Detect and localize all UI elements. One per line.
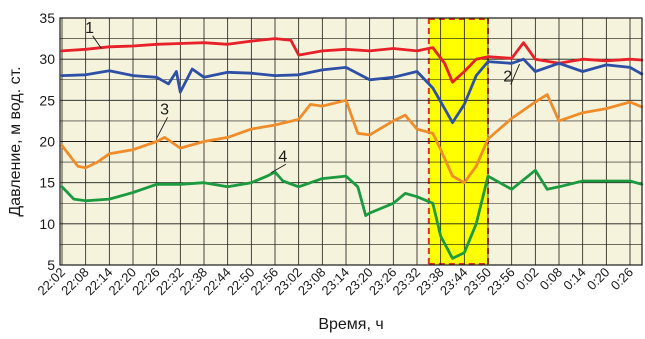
x-tick-label: 0:02 <box>513 265 542 294</box>
x-tick-label: 0:14 <box>560 265 589 294</box>
y-tick-label: 35 <box>39 10 55 26</box>
series-line-3 <box>60 93 644 185</box>
plot-frame <box>59 17 643 266</box>
series-label-leader <box>156 117 168 139</box>
y-tick-label: 5 <box>47 257 55 273</box>
y-tick-label: 25 <box>39 92 55 108</box>
y-tick-label: 15 <box>39 175 55 191</box>
series-label: 1 <box>85 20 94 37</box>
x-tick-label: 0:26 <box>608 265 637 294</box>
series-line-1 <box>60 37 644 84</box>
y-tick-labels: 5 10 15 20 25 30 35 <box>39 10 55 273</box>
x-tick-label: 0:08 <box>537 265 566 294</box>
grid-layer <box>60 17 642 266</box>
y-tick-label: 30 <box>39 51 55 67</box>
x-tick-label: 0:20 <box>584 265 613 294</box>
series-label: 3 <box>160 101 169 118</box>
series-label-leader <box>92 35 102 49</box>
series-label: 2 <box>503 68 512 85</box>
x-tick-labels: 22:0222:0822:1422:2022:2622:3222:3822:44… <box>35 265 637 299</box>
series-label-layer: 1 2 3 4 <box>85 20 520 174</box>
series-label-leader <box>510 63 520 85</box>
series-line-2 <box>60 57 644 124</box>
series-label-leader <box>270 163 287 174</box>
series-label: 4 <box>278 148 287 165</box>
x-axis-title: Время, ч <box>318 316 383 333</box>
y-tick-label: 10 <box>39 216 55 232</box>
series-line-4 <box>60 168 644 260</box>
series-layer <box>60 37 644 260</box>
y-tick-label: 20 <box>39 134 55 150</box>
y-axis-title: Давление, м вод. ст. <box>7 66 24 216</box>
